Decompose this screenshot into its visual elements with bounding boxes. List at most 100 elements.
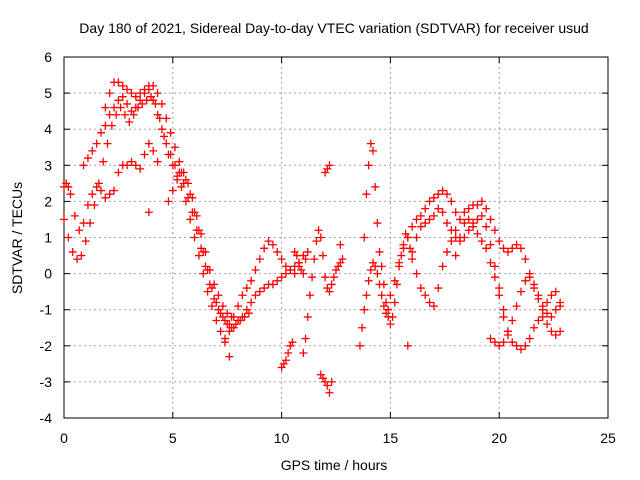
data-point bbox=[255, 255, 264, 264]
data-point bbox=[429, 302, 438, 311]
y-tick-label: 0 bbox=[44, 266, 52, 282]
x-axis-label: GPS time / hours bbox=[281, 457, 388, 473]
data-point bbox=[538, 305, 547, 314]
data-point bbox=[153, 157, 162, 166]
data-point bbox=[299, 349, 308, 358]
data-point bbox=[425, 298, 434, 307]
data-point bbox=[442, 190, 451, 199]
data-point bbox=[310, 255, 319, 264]
data-point bbox=[416, 222, 425, 231]
data-point bbox=[386, 320, 395, 329]
data-point bbox=[556, 327, 565, 336]
data-point bbox=[68, 247, 77, 256]
data-point bbox=[207, 302, 216, 311]
y-tick-label: -4 bbox=[40, 410, 53, 426]
data-point bbox=[371, 262, 380, 271]
data-point bbox=[379, 302, 388, 311]
data-point bbox=[64, 182, 73, 191]
data-point bbox=[408, 247, 417, 256]
data-point bbox=[234, 302, 243, 311]
data-point bbox=[447, 197, 456, 206]
data-point bbox=[242, 305, 251, 314]
data-point bbox=[260, 244, 269, 253]
data-point bbox=[234, 316, 243, 325]
data-point bbox=[281, 269, 290, 278]
data-point bbox=[114, 168, 123, 177]
data-point bbox=[123, 161, 132, 170]
data-point bbox=[144, 208, 153, 217]
data-point bbox=[153, 110, 162, 119]
data-point bbox=[131, 103, 140, 112]
data-point bbox=[190, 208, 199, 217]
data-point bbox=[384, 305, 393, 314]
data-point bbox=[547, 327, 556, 336]
data-point bbox=[556, 302, 565, 311]
data-point bbox=[375, 247, 384, 256]
data-point bbox=[212, 316, 221, 325]
data-point bbox=[477, 211, 486, 220]
data-point bbox=[408, 255, 417, 264]
data-point bbox=[547, 291, 556, 300]
data-point bbox=[290, 262, 299, 271]
x-tick-label: 20 bbox=[491, 430, 507, 446]
data-point bbox=[451, 208, 460, 217]
data-point bbox=[225, 327, 234, 336]
y-tick-label: 1 bbox=[44, 230, 52, 246]
data-point bbox=[77, 251, 86, 260]
data-point bbox=[218, 302, 227, 311]
y-tick-label: -1 bbox=[40, 302, 53, 318]
data-point bbox=[92, 182, 101, 191]
data-point bbox=[512, 302, 521, 311]
data-point bbox=[499, 244, 508, 253]
data-point bbox=[199, 247, 208, 256]
data-point bbox=[464, 226, 473, 235]
data-point bbox=[434, 284, 443, 293]
data-point bbox=[388, 312, 397, 321]
data-point bbox=[314, 226, 323, 235]
data-point bbox=[114, 78, 123, 87]
data-point bbox=[503, 330, 512, 339]
data-point bbox=[268, 280, 277, 289]
data-point bbox=[199, 269, 208, 278]
data-point bbox=[366, 139, 375, 148]
data-point bbox=[366, 265, 375, 274]
data-point bbox=[238, 291, 247, 300]
data-point bbox=[83, 154, 92, 163]
data-point bbox=[525, 334, 534, 343]
data-point bbox=[438, 262, 447, 271]
data-point bbox=[551, 330, 560, 339]
data-point bbox=[516, 287, 525, 296]
data-point bbox=[79, 161, 88, 170]
data-point bbox=[157, 125, 166, 134]
data-point bbox=[292, 251, 301, 260]
data-point bbox=[92, 139, 101, 148]
data-point bbox=[490, 262, 499, 271]
data-point bbox=[140, 150, 149, 159]
data-point bbox=[360, 233, 369, 242]
data-point bbox=[329, 273, 338, 282]
data-point bbox=[516, 244, 525, 253]
data-point bbox=[495, 284, 504, 293]
data-point bbox=[118, 92, 127, 101]
data-point bbox=[412, 233, 421, 242]
data-point bbox=[368, 146, 377, 155]
data-point bbox=[377, 291, 386, 300]
data-point bbox=[290, 269, 299, 278]
data-point bbox=[162, 139, 171, 148]
data-point bbox=[284, 349, 293, 358]
data-point bbox=[103, 139, 112, 148]
data-point bbox=[338, 255, 347, 264]
data-point bbox=[127, 89, 136, 98]
data-point bbox=[477, 197, 486, 206]
data-point bbox=[434, 190, 443, 199]
data-point bbox=[295, 258, 304, 267]
data-point bbox=[88, 190, 97, 199]
data-point bbox=[438, 186, 447, 195]
data-point bbox=[429, 193, 438, 202]
data-point bbox=[429, 211, 438, 220]
data-point bbox=[323, 381, 332, 390]
data-point bbox=[273, 247, 282, 256]
x-tick-label: 10 bbox=[274, 430, 290, 446]
data-point bbox=[70, 211, 79, 220]
data-point bbox=[101, 193, 110, 202]
